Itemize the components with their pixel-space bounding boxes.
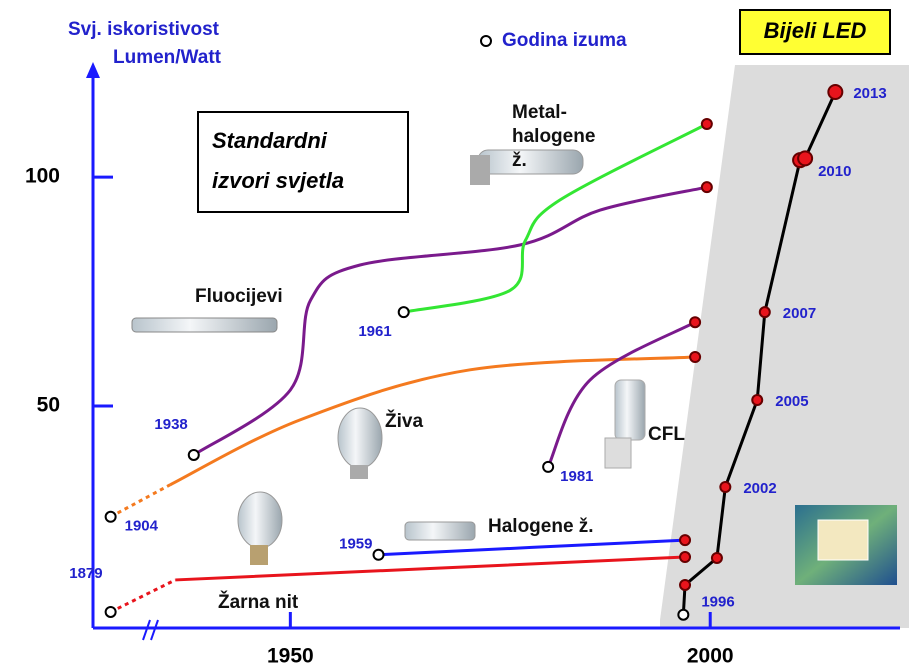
point-label: 2002 bbox=[743, 480, 776, 497]
cfl-icon bbox=[604, 437, 632, 469]
start-marker bbox=[397, 306, 410, 319]
series-line-hit bbox=[111, 357, 695, 517]
axis-break bbox=[150, 619, 159, 641]
start-marker bbox=[104, 605, 117, 618]
metal-halide-icon bbox=[470, 155, 490, 185]
series-label: Metal-halogene ž. bbox=[512, 102, 596, 171]
series-line bbox=[546, 320, 696, 468]
series-line-hit bbox=[110, 557, 685, 612]
start-label: 1938 bbox=[154, 416, 187, 433]
bulb-icon bbox=[237, 491, 283, 549]
bulb-icon bbox=[350, 465, 368, 479]
start-label: 1961 bbox=[358, 323, 391, 340]
led-box bbox=[739, 9, 891, 55]
end-marker bbox=[679, 551, 692, 564]
axis-break bbox=[142, 619, 151, 641]
point-label: 2010 bbox=[818, 163, 851, 180]
legend-marker bbox=[480, 35, 492, 47]
start-marker bbox=[187, 448, 200, 461]
start-label: 1981 bbox=[560, 468, 593, 485]
end-marker bbox=[719, 481, 732, 494]
end-marker bbox=[700, 181, 713, 194]
y-tick-label: 100 bbox=[25, 165, 60, 188]
start-marker bbox=[542, 460, 555, 473]
series-label: Halogene ž. bbox=[488, 516, 594, 537]
point-label: 2013 bbox=[853, 85, 886, 102]
series-line bbox=[378, 538, 686, 557]
end-marker bbox=[797, 150, 814, 167]
series-label: Fluocijevi bbox=[195, 286, 283, 307]
series-line bbox=[192, 185, 708, 457]
series-line bbox=[175, 555, 686, 582]
bulb-icon bbox=[250, 545, 268, 565]
end-marker bbox=[689, 351, 702, 364]
start-label: 1959 bbox=[339, 536, 372, 553]
led-title: Bijeli LED bbox=[764, 18, 867, 43]
end-marker bbox=[679, 578, 692, 591]
led-icon bbox=[817, 519, 869, 561]
y-axis-label: Lumen/Watt bbox=[113, 47, 222, 68]
end-marker bbox=[700, 118, 713, 131]
start-label: 1879 bbox=[69, 565, 102, 582]
series-line bbox=[169, 355, 696, 487]
point-label: 2007 bbox=[783, 305, 816, 322]
annotation: Standardni bbox=[212, 128, 328, 153]
y-axis-label: Svj. iskoristivost bbox=[68, 19, 220, 40]
series-label: CFL bbox=[648, 424, 685, 445]
start-marker bbox=[372, 548, 385, 561]
series-label: Žarna nit bbox=[218, 591, 299, 613]
series-line bbox=[403, 122, 708, 314]
halogen-icon bbox=[404, 521, 476, 541]
x-tick-label: 1950 bbox=[267, 645, 314, 668]
end-marker bbox=[827, 83, 844, 100]
start-marker bbox=[677, 608, 690, 621]
series-label: Živa bbox=[385, 410, 423, 432]
point-label: 2005 bbox=[775, 393, 808, 410]
series-line-dotted bbox=[109, 483, 171, 519]
end-marker bbox=[689, 316, 702, 329]
y-axis-arrow bbox=[86, 62, 100, 78]
x-tick-label: 2000 bbox=[687, 645, 734, 668]
legend-label: Godina izuma bbox=[502, 30, 627, 51]
annotation-box bbox=[197, 111, 409, 213]
end-marker bbox=[751, 394, 764, 407]
start-label: 1904 bbox=[125, 518, 159, 535]
tube-icon bbox=[131, 317, 278, 333]
start-marker bbox=[104, 510, 117, 523]
cfl-icon bbox=[614, 379, 646, 441]
annotation: izvori svjetla bbox=[212, 168, 344, 193]
end-marker bbox=[679, 534, 692, 547]
point-label: 1996 bbox=[701, 594, 734, 611]
bulb-icon bbox=[337, 407, 383, 469]
end-marker bbox=[710, 551, 723, 564]
series-line-dotted bbox=[109, 578, 176, 614]
y-tick-label: 50 bbox=[37, 394, 60, 417]
end-marker bbox=[758, 306, 771, 319]
